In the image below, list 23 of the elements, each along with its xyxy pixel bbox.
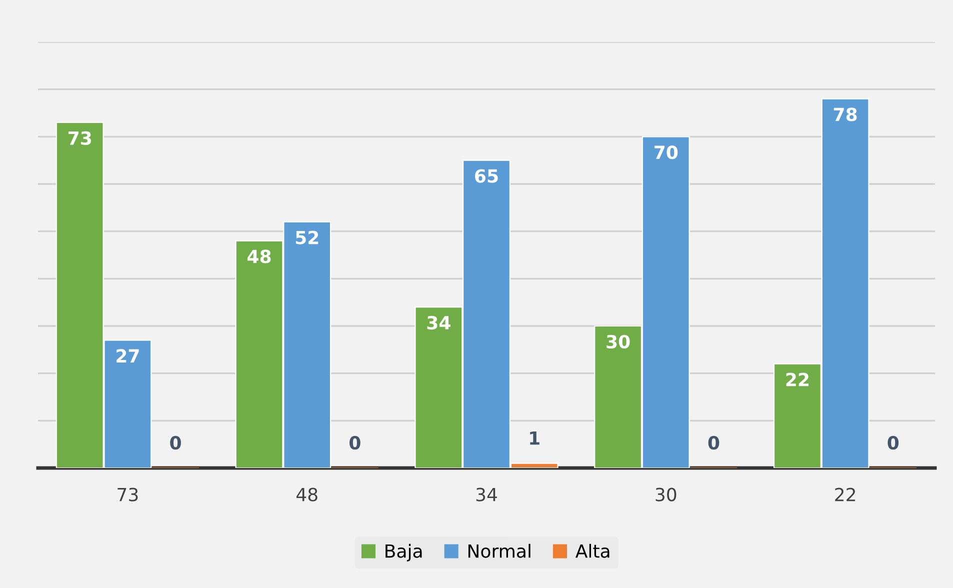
data-label: 65 [475,169,498,183]
data-label: 1 [530,431,540,445]
data-label: 48 [248,250,271,264]
x-tick-label: 22 [835,488,855,502]
x-tick-label: 34 [476,488,497,502]
data-label: 27 [116,349,139,362]
x-tick-label: 73 [118,488,138,502]
data-label: 0 [708,436,720,450]
data-label: 22 [786,372,808,386]
legend-label: Alta [575,544,610,558]
data-label: 78 [834,108,857,122]
data-label: 0 [888,436,899,450]
data-label: 52 [296,230,318,244]
data-label: 34 [427,316,450,330]
data-label: 70 [654,146,678,160]
data-label: 0 [350,436,360,450]
legend-label: Baja [386,544,422,562]
data-label: 30 [606,334,630,348]
legend-label: Normal [468,544,530,558]
x-tick-label: 48 [296,488,318,502]
data-label: 73 [68,131,91,145]
x-tick-label: 30 [656,488,676,502]
data-label: 0 [170,436,181,450]
